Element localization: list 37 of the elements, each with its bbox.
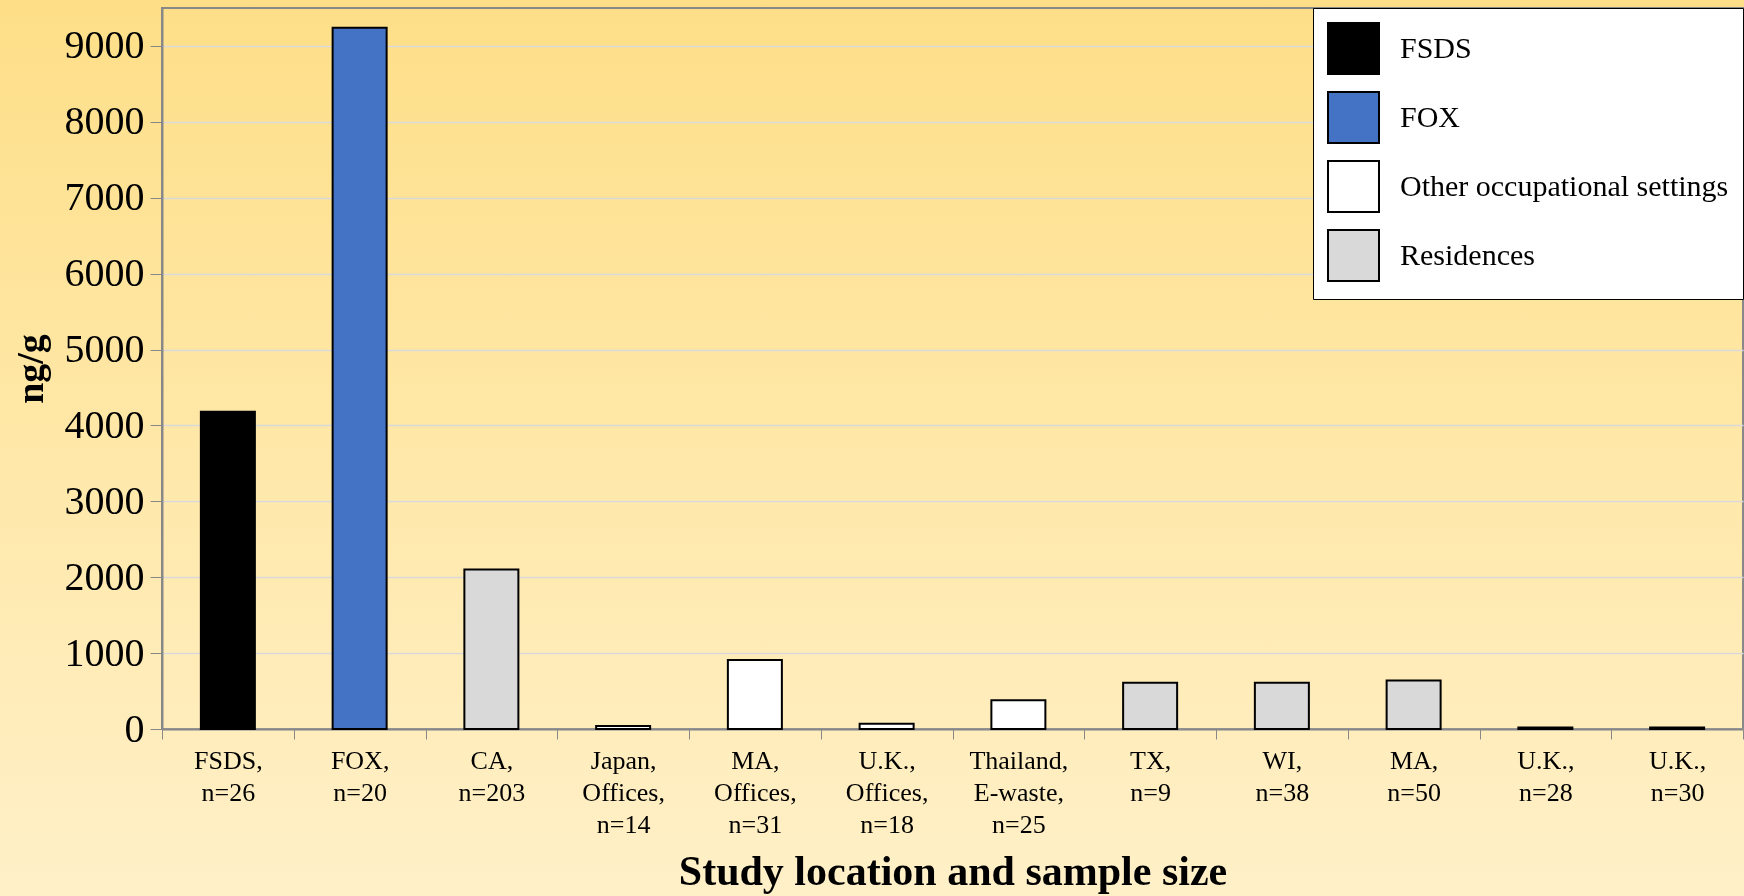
bar: [726, 658, 783, 730]
bar: [595, 724, 652, 730]
bar: [331, 26, 388, 730]
legend-label: FOX: [1400, 99, 1461, 133]
x-axis-title: Study location and sample size: [678, 847, 1228, 894]
legend-label: Other occupational settings: [1400, 168, 1729, 202]
y-tick-label: 7000: [64, 174, 145, 220]
bar: [1253, 681, 1310, 730]
x-tick-label: FSDS, n=26: [194, 745, 263, 807]
y-tick-label: 5000: [64, 326, 145, 372]
x-tick-label: Thailand, E-waste, n=25: [969, 745, 1069, 839]
y-tick-label: 9000: [64, 22, 145, 68]
y-axis-title: ng/g: [8, 334, 51, 404]
y-tick-label: 2000: [64, 553, 145, 599]
x-tick-label: CA, n=203: [458, 745, 526, 807]
y-tick-label: 6000: [64, 250, 145, 296]
bar: [1385, 679, 1442, 730]
bar: [199, 410, 256, 730]
y-tick-label: 8000: [64, 98, 145, 144]
x-tick-label: U.K., n=28: [1517, 745, 1575, 807]
x-tick-label: MA, Offices, n=31: [714, 745, 797, 839]
x-tick-label: WI, n=38: [1255, 745, 1310, 807]
x-tick-label: U.K., Offices, n=18: [845, 745, 929, 839]
legend-label: FSDS: [1400, 30, 1472, 64]
x-tick-label: Japan, Offices, n=14: [582, 745, 665, 839]
x-tick-label: U.K., n=30: [1649, 745, 1707, 807]
bar: [1122, 681, 1179, 730]
bar: [858, 722, 915, 730]
x-tick-label: FOX, n=20: [330, 745, 390, 807]
y-tick-label: 3000: [64, 477, 145, 523]
y-tick-label: 1000: [64, 629, 145, 675]
x-tick-label: TX, n=9: [1130, 745, 1172, 807]
y-tick-label: 4000: [64, 401, 145, 447]
x-tick-label: MA, n=50: [1387, 745, 1441, 807]
y-tick-label: 0: [124, 705, 145, 751]
legend-label: Residences: [1400, 237, 1535, 271]
bar: [990, 699, 1047, 730]
